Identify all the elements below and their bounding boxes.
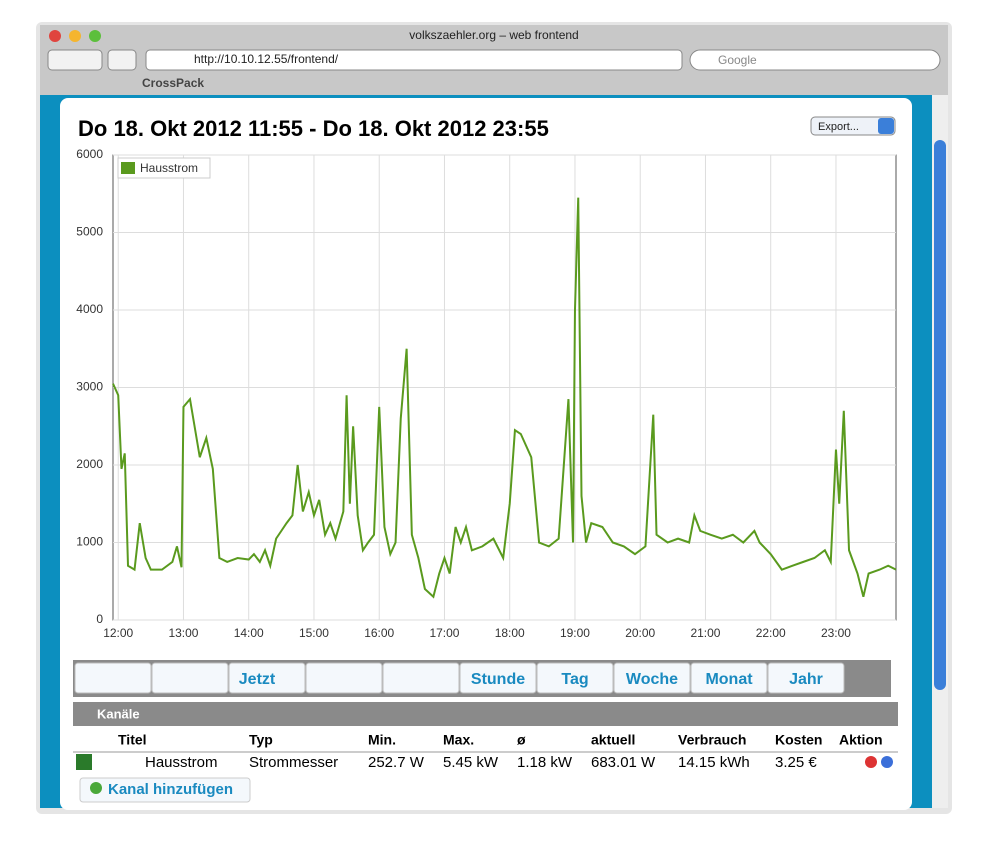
column-header: Typ: [249, 732, 273, 748]
nav-button-label: Stunde: [471, 671, 525, 688]
column-header: Kosten: [775, 732, 822, 748]
url-bar[interactable]: [145, 49, 683, 71]
column-header: ø: [517, 732, 526, 748]
y-tick-label: 0: [96, 612, 103, 626]
x-tick-label: 19:00: [560, 626, 590, 640]
table-cell: 5.45 kW: [443, 754, 499, 771]
y-tick-label: 4000: [76, 302, 103, 316]
table-cell: 252.7 W: [368, 754, 425, 771]
nav-button-label: Jetzt: [239, 671, 276, 688]
channels-bar: [73, 702, 898, 726]
column-header: Verbrauch: [678, 732, 746, 748]
next-button[interactable]: [151, 662, 229, 694]
nav-button[interactable]: [459, 662, 537, 694]
window-title: volkszaehler.org – web frontend: [409, 28, 578, 42]
x-tick-label: 12:00: [103, 626, 133, 640]
table-cell: Hausstrom: [145, 754, 218, 771]
x-tick-label: 18:00: [495, 626, 525, 640]
export-arrow: [878, 118, 894, 134]
nav-button[interactable]: [228, 662, 306, 694]
search-box[interactable]: [689, 49, 941, 71]
zoom-button[interactable]: [89, 30, 101, 42]
table-cell: 683.01 W: [591, 754, 656, 771]
x-tick-label: 16:00: [364, 626, 394, 640]
column-header: Titel: [118, 732, 147, 748]
table-cell: 14.15 kWh: [678, 754, 750, 771]
column-header: Min.: [368, 732, 396, 748]
bookmark[interactable]: CrossPack: [142, 76, 204, 90]
x-tick-label: 21:00: [690, 626, 720, 640]
history-button[interactable]: [107, 49, 137, 71]
nav-button[interactable]: [690, 662, 768, 694]
x-tick-label: 17:00: [429, 626, 459, 640]
x-tick-label: 20:00: [625, 626, 655, 640]
column-header: aktuell: [591, 732, 635, 748]
channels-title: Kanäle: [97, 706, 140, 721]
column-header: Aktion: [839, 732, 883, 748]
add-channel-button[interactable]: [79, 777, 251, 803]
legend-swatch: [121, 162, 135, 174]
table-cell: Strommesser: [249, 754, 338, 771]
legend-label: Hausstrom: [140, 161, 198, 175]
nav-button[interactable]: [536, 662, 614, 694]
scroll-thumb[interactable]: [934, 140, 946, 690]
export-select[interactable]: [810, 116, 896, 136]
add-channel-label: Kanal hinzufügen: [108, 781, 233, 798]
table-cell: 1.18 kW: [517, 754, 573, 771]
legend-box: [117, 157, 211, 179]
series-line: [112, 197, 897, 599]
nav-button[interactable]: [613, 662, 691, 694]
search-placeholder: Google: [718, 53, 757, 67]
nav-button-label: Tag: [561, 671, 588, 688]
x-tick-label: 23:00: [821, 626, 851, 640]
y-tick-label: 2000: [76, 457, 103, 471]
y-tick-label: 1000: [76, 535, 103, 549]
url: http://10.10.12.55/frontend/: [194, 52, 339, 66]
minimize-button[interactable]: [69, 30, 81, 42]
column-header: Max.: [443, 732, 474, 748]
info-icon[interactable]: [881, 756, 893, 768]
table-cell: 3.25 €: [775, 754, 817, 771]
add-icon: [90, 782, 102, 794]
x-tick-label: 22:00: [756, 626, 786, 640]
x-tick-label: 13:00: [168, 626, 198, 640]
nav-button[interactable]: [767, 662, 845, 694]
nav-button-label: Woche: [626, 671, 678, 688]
y-tick-label: 6000: [76, 147, 103, 161]
back-forward[interactable]: [47, 49, 103, 71]
nav-button-label: Jahr: [789, 671, 823, 688]
x-tick-label: 14:00: [234, 626, 264, 640]
nav-button-label: Monat: [705, 671, 753, 688]
y-tick-label: 5000: [76, 225, 103, 239]
zoom-in-button[interactable]: [305, 662, 383, 694]
zoom-out-button[interactable]: [382, 662, 460, 694]
close-button[interactable]: [49, 30, 61, 42]
chart-title: Do 18. Okt 2012 11:55 - Do 18. Okt 2012 …: [78, 116, 549, 141]
delete-icon[interactable]: [865, 756, 877, 768]
channel-checkbox[interactable]: [76, 754, 92, 770]
y-tick-label: 3000: [76, 380, 103, 394]
prev-button[interactable]: [74, 662, 152, 694]
export-label: Export...: [818, 121, 859, 133]
x-tick-label: 15:00: [299, 626, 329, 640]
